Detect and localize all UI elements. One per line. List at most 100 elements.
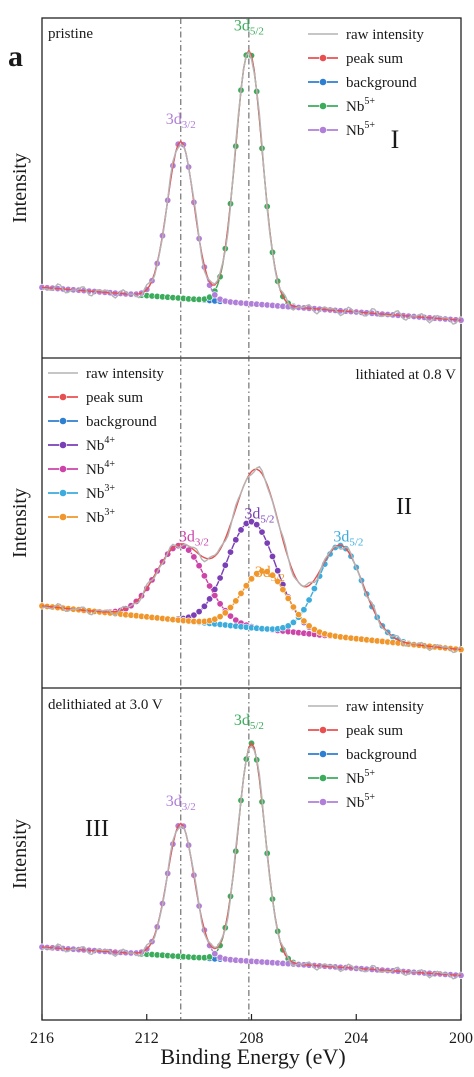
- series-peak-sum: [41, 468, 462, 651]
- peak-label-sub: 3/2: [182, 119, 196, 131]
- series-nb3_b-point: [232, 597, 240, 605]
- legend-label: raw intensity: [86, 366, 164, 382]
- peak-label-main: 3d: [234, 712, 250, 729]
- series-nb3_a-point: [284, 622, 292, 630]
- legend-item: Nb3+: [48, 483, 115, 502]
- legend-label: Nb5+: [346, 120, 375, 139]
- legend-label: background: [346, 75, 417, 91]
- series-nb4_a-point: [263, 539, 271, 547]
- peak-label-main: 3d: [333, 529, 349, 546]
- legend-label-text: background: [346, 747, 417, 763]
- series-nb4_a-point: [258, 528, 266, 536]
- y-axis-title: Intensity: [9, 488, 31, 558]
- series-nb3_b-point: [237, 589, 245, 597]
- legend-label: peak sum: [346, 51, 403, 67]
- panel-2-title: lithiated at 0.8 V: [355, 367, 456, 383]
- series-nb3_b-point: [279, 586, 287, 594]
- peak-label-main: 3d: [166, 793, 182, 810]
- legend-label-text: Nb: [346, 795, 364, 811]
- legend-swatch-marker: [59, 513, 67, 521]
- peak-label: 3d5/2: [234, 712, 264, 732]
- legend-label-text: Nb: [346, 771, 364, 787]
- series-nb4_b-point: [211, 591, 219, 599]
- series-raw-line: [41, 50, 462, 325]
- legend-item: Nb4+: [48, 459, 115, 478]
- series-peak-sum-line: [41, 741, 462, 977]
- series-nb3_b-point: [295, 611, 303, 619]
- panel-3-roman-label: III: [85, 816, 109, 842]
- legend-item: peak sum: [308, 51, 403, 67]
- peak-label: 3d5/2: [333, 529, 363, 549]
- series-nb4_a-point: [274, 567, 282, 575]
- legend-swatch-marker: [319, 78, 327, 86]
- legend-swatch-marker: [319, 126, 327, 134]
- series-raw-line: [41, 745, 462, 980]
- series-nb5_b: [38, 140, 465, 324]
- x-tick-label: 200: [449, 1030, 473, 1047]
- series-nb3_b-point: [305, 622, 313, 630]
- series-nb3_b-point: [227, 603, 235, 611]
- legend-item: background: [48, 414, 157, 430]
- series-nb3_b-point: [284, 594, 292, 602]
- labels: 216 212 208 204 200IntensitypristineI3d5/23d…: [9, 17, 473, 1047]
- series-nb5_a: [38, 739, 465, 979]
- series-raw-line: [41, 465, 462, 654]
- series-nb4_b: [38, 542, 465, 654]
- series-nb5_a-line: [41, 49, 462, 321]
- panel-3-curves: [38, 739, 465, 980]
- series-nb3_a-point: [305, 596, 313, 604]
- series-nb4_b-line: [41, 544, 462, 651]
- legend-item: raw intensity: [308, 27, 424, 43]
- legend-swatch-marker: [319, 102, 327, 110]
- legend-item: background: [308, 747, 417, 763]
- peak-label: 3d3/2: [179, 529, 209, 549]
- series-nb4_a-point: [216, 574, 224, 582]
- peak-label-sub: 5/2: [260, 514, 274, 526]
- legend-swatch-marker: [319, 798, 327, 806]
- legend-item: peak sum: [308, 723, 403, 739]
- panel-frames: [41, 17, 462, 1021]
- legend-label-text: raw intensity: [346, 27, 424, 43]
- series-nb4_b-point: [216, 600, 224, 608]
- series-raw: [41, 745, 462, 980]
- series-nb4_a-point: [206, 595, 214, 603]
- legend-label-sup: 4+: [104, 435, 115, 446]
- peak-label-main: 3d: [255, 564, 271, 581]
- legend-label: peak sum: [346, 723, 403, 739]
- legend-label: background: [346, 747, 417, 763]
- legend-label-sup: 5+: [364, 120, 375, 131]
- legend-label-text: background: [346, 75, 417, 91]
- series-nb4_b-point: [195, 562, 203, 570]
- series-nb3_b-point: [216, 613, 224, 621]
- panel-1-title: pristine: [48, 26, 93, 42]
- series-nb3_b: [38, 567, 465, 654]
- x-tick-label: 212: [135, 1030, 159, 1047]
- series-peak-sum: [41, 49, 462, 321]
- legend-swatch-marker: [59, 393, 67, 401]
- legend-label-text: Nb: [86, 438, 104, 454]
- series-nb3_b-point: [242, 582, 250, 590]
- series-nb3_b-point: [274, 577, 282, 585]
- series-nb3_b-point: [248, 575, 256, 583]
- legend-label-text: background: [86, 414, 157, 430]
- legend-item: Nb5+: [308, 96, 375, 115]
- series-nb5_b-point: [211, 291, 219, 299]
- legend-swatch-marker: [319, 726, 327, 734]
- series-nb3_b-point: [221, 609, 229, 617]
- legend-label: Nb5+: [346, 96, 375, 115]
- legend-label-text: Nb: [346, 123, 364, 139]
- legend-swatch-marker: [59, 441, 67, 449]
- peak-label: 3d3/2: [166, 111, 196, 131]
- series-nb3_a-point: [289, 618, 297, 626]
- series-nb4_b-point: [206, 582, 214, 590]
- legend-label-text: peak sum: [346, 723, 403, 739]
- series-raw: [41, 465, 462, 654]
- y-axis-title: Intensity: [9, 819, 31, 889]
- series-nb3_a-point: [310, 585, 318, 593]
- legend-item: Nb3+: [48, 507, 115, 526]
- legend-label-text: Nb: [346, 99, 364, 115]
- panel-2-roman-label: II: [396, 494, 412, 520]
- peak-label: 3d3/2: [255, 564, 285, 584]
- peak-label-main: 3d: [179, 529, 195, 546]
- series-nb4_a-point: [227, 548, 235, 556]
